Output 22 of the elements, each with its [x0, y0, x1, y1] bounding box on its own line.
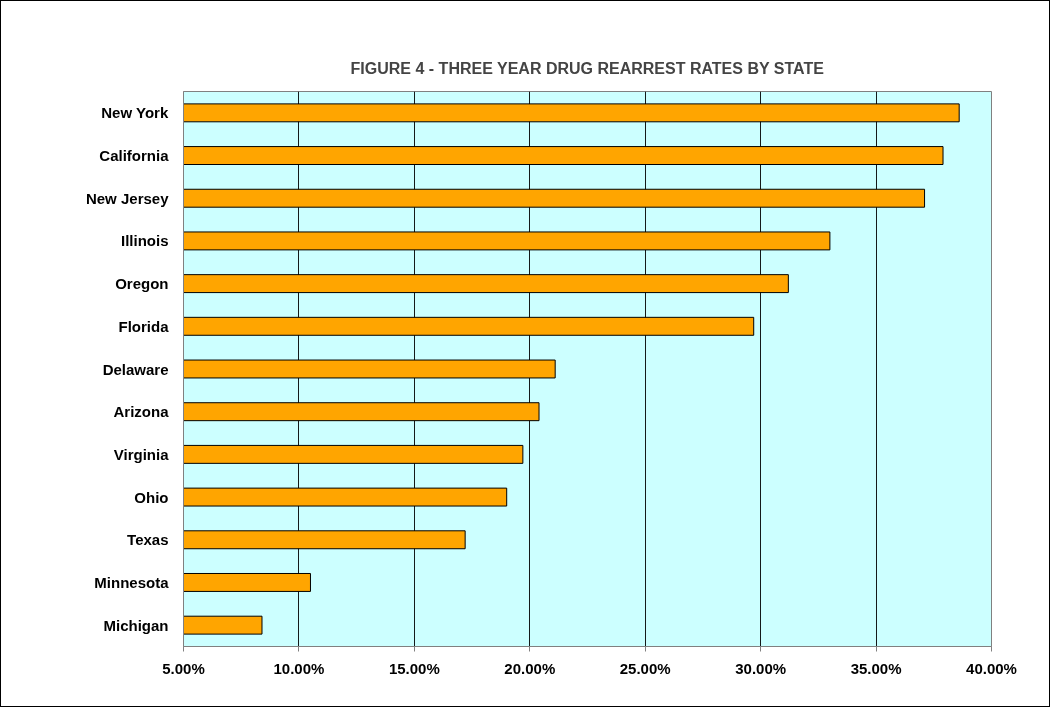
y-tick-label: Delaware: [102, 360, 169, 378]
y-tick-label: New Jersey: [85, 189, 170, 207]
y-tick-label: Virginia: [113, 445, 170, 463]
x-tick-label: 10.00%: [273, 659, 325, 677]
x-tick-label: 40.00%: [966, 659, 1017, 677]
y-tick-label: Oregon: [115, 275, 169, 293]
y-tick-label: Arizona: [113, 403, 170, 421]
y-tick-label: Michigan: [103, 616, 169, 634]
x-tick-label: 25.00%: [619, 659, 671, 677]
y-tick-label: Texas: [127, 531, 169, 549]
x-tick-label: 35.00%: [850, 659, 902, 677]
x-tick-label: 30.00%: [735, 659, 787, 677]
y-tick-label: Illinois: [121, 232, 169, 250]
x-tick-label: 15.00%: [388, 659, 440, 677]
x-tick-label: 5.00%: [162, 659, 205, 677]
x-tick-label: 20.00%: [504, 659, 556, 677]
y-tick-label: California: [99, 147, 170, 165]
y-tick-label: Minnesota: [94, 573, 170, 591]
y-tick-label: Ohio: [134, 488, 169, 506]
y-tick-label: Florida: [118, 317, 170, 335]
y-tick-label: New York: [101, 104, 169, 122]
chart-title: FIGURE 4 - THREE YEAR DRUG REARREST RATES BY STATE: [350, 59, 825, 77]
